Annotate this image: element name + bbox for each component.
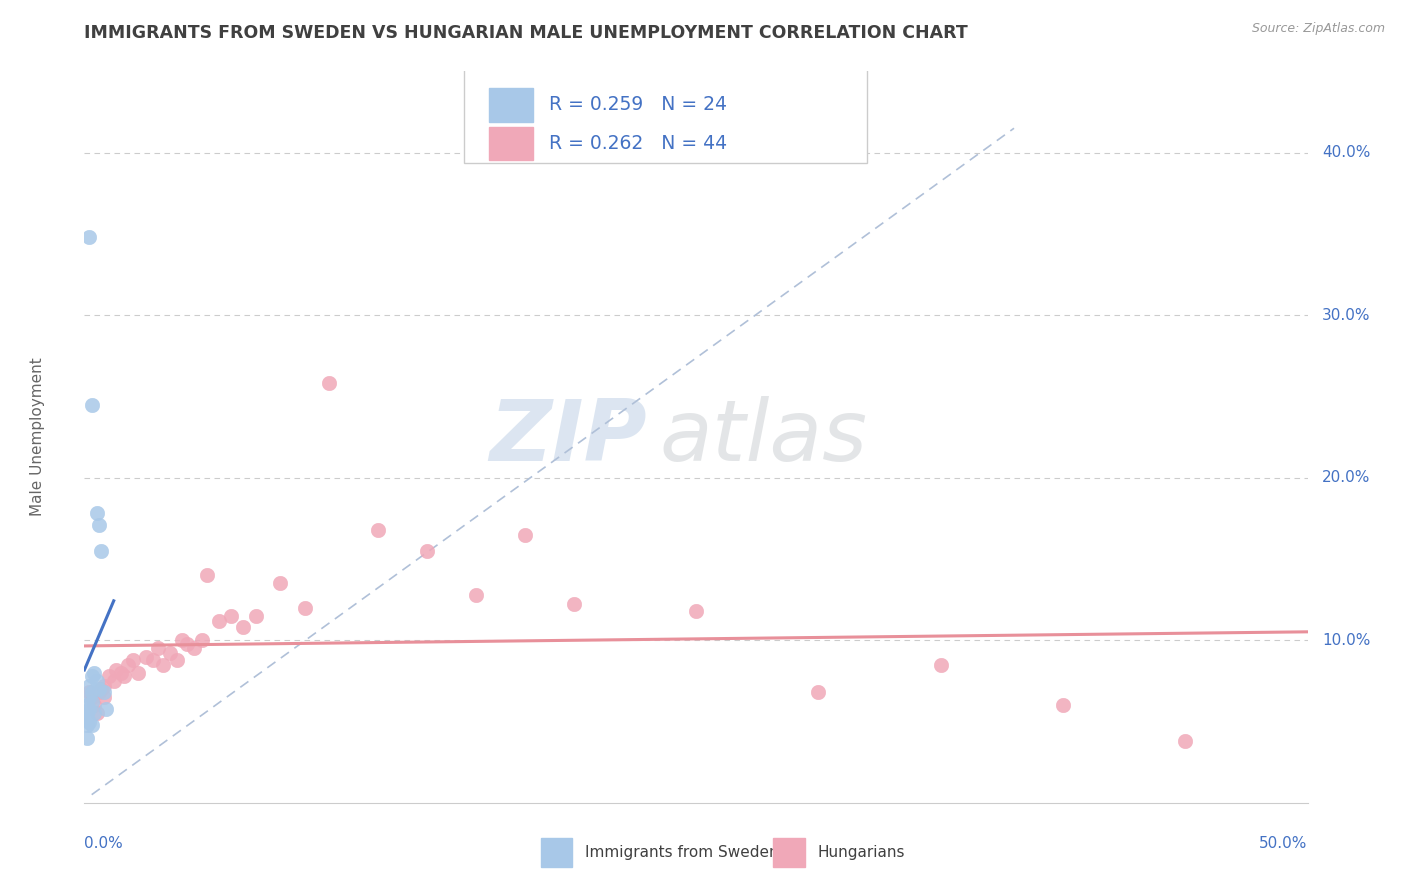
Text: Male Unemployment: Male Unemployment [31,358,45,516]
Point [93,690,115,705]
Point [83,706,105,721]
Point [80,685,103,699]
Point [685,604,707,618]
Text: 50.0%: 50.0% [1260,836,1308,851]
Point [122,653,145,667]
Point [513,527,536,541]
Text: ZIP: ZIP [489,395,647,479]
Point [929,657,952,672]
Point [87,685,110,699]
Point [96,701,118,715]
Point [142,653,165,667]
Text: R = 0.259   N = 24: R = 0.259 N = 24 [550,95,727,114]
Text: Immigrants from Sweden: Immigrants from Sweden [585,845,779,860]
Point [112,669,135,683]
Point [86,673,108,688]
Point [159,646,181,660]
Text: 30.0%: 30.0% [1322,308,1371,323]
Point [86,507,108,521]
Point [208,614,231,628]
Point [105,663,128,677]
Point [146,641,169,656]
Point [83,665,105,680]
Point [90,681,112,696]
Point [86,706,108,721]
Point [1052,698,1074,713]
FancyBboxPatch shape [489,88,533,121]
Text: Source: ZipAtlas.com: Source: ZipAtlas.com [1251,22,1385,36]
Point [90,544,112,558]
Point [87,517,110,532]
Point [135,649,157,664]
Point [269,576,291,591]
Text: Hungarians: Hungarians [817,845,904,860]
Point [110,665,132,680]
Point [807,685,830,699]
Point [562,598,585,612]
Point [77,690,100,705]
Point [183,641,205,656]
Point [76,718,98,732]
Point [152,657,174,672]
Point [232,620,254,634]
Point [77,701,100,715]
Text: 20.0%: 20.0% [1322,470,1371,485]
Text: R = 0.262   N = 44: R = 0.262 N = 44 [550,134,727,153]
Point [127,665,149,680]
Point [176,636,198,650]
Point [1174,734,1197,748]
Point [93,685,115,699]
Point [117,657,139,672]
Point [97,669,120,683]
Point [80,398,103,412]
Point [77,714,100,729]
FancyBboxPatch shape [489,127,533,161]
Point [80,695,103,709]
Point [77,685,100,699]
Point [80,718,103,732]
FancyBboxPatch shape [773,838,804,867]
Point [191,633,214,648]
Point [76,698,98,713]
Point [76,706,98,721]
Point [103,673,125,688]
Point [83,698,105,713]
Point [166,653,188,667]
Point [80,690,103,705]
Text: 40.0%: 40.0% [1322,145,1371,161]
Point [367,523,389,537]
Point [416,544,439,558]
Point [93,679,115,693]
Point [195,568,218,582]
Point [77,679,100,693]
Point [77,230,100,244]
Text: IMMIGRANTS FROM SWEDEN VS HUNGARIAN MALE UNEMPLOYMENT CORRELATION CHART: IMMIGRANTS FROM SWEDEN VS HUNGARIAN MALE… [84,24,969,42]
Point [219,608,242,623]
Point [245,608,267,623]
Point [76,711,98,725]
FancyBboxPatch shape [541,838,572,867]
FancyBboxPatch shape [464,68,868,163]
Point [294,600,316,615]
Point [87,681,110,696]
Text: 0.0%: 0.0% [84,836,124,851]
Point [464,588,486,602]
Point [80,669,103,683]
Point [318,376,340,391]
Point [76,731,98,745]
Point [172,633,194,648]
Text: atlas: atlas [659,395,868,479]
Text: 10.0%: 10.0% [1322,632,1371,648]
